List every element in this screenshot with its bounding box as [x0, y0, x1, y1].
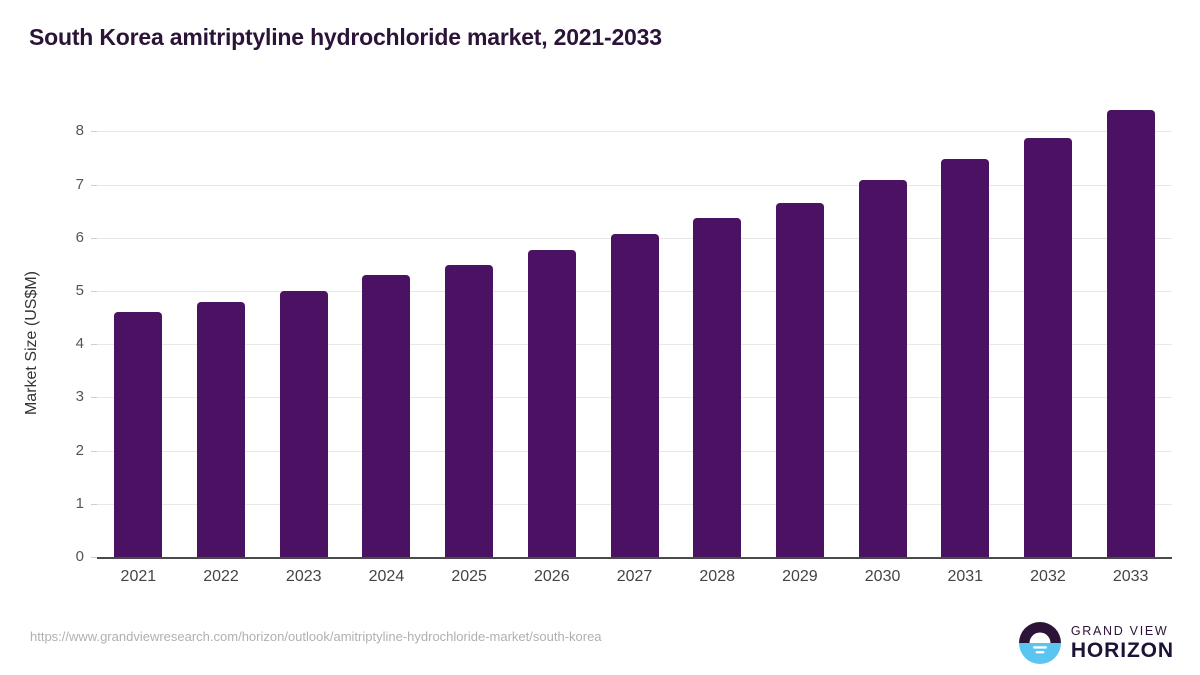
y-axis-tick-mark — [91, 344, 97, 346]
bar-2023[interactable] — [279, 291, 328, 557]
bar-2021[interactable] — [114, 312, 163, 557]
bar-2022[interactable] — [197, 301, 246, 557]
bar-2029[interactable] — [775, 202, 824, 557]
x-axis-tick-label-2026: 2026 — [534, 568, 570, 585]
y-axis-tick-label: 5 — [75, 282, 84, 299]
y-axis-tick-mark — [91, 397, 97, 399]
y-axis-tick-label: 7 — [75, 175, 84, 193]
y-axis-tick-labels: 0 1 2 3 4 5 6 7 8 — [42, 0, 84, 675]
y-axis-tick-label: 6 — [75, 228, 84, 246]
y-axis-tick-label: 4 — [75, 335, 84, 353]
grand-view-horizon-logo[interactable]: GRAND VIEW HORIZON — [1018, 620, 1174, 666]
x-axis-tick-label-2033: 2033 — [1112, 568, 1149, 585]
y-axis-tick-label: 8 — [75, 122, 84, 140]
y-axis-tick-mark — [91, 184, 97, 186]
x-axis-tick-label-2031: 2031 — [947, 568, 984, 585]
gridline — [97, 184, 1172, 186]
y-axis-tick-mark — [91, 131, 97, 133]
bar-2032[interactable] — [1023, 137, 1072, 557]
y-axis-tick-label: 1 — [75, 494, 84, 512]
logo-line-1: GRAND VIEW — [1070, 623, 1169, 638]
x-axis-tick-label-2025: 2025 — [451, 568, 487, 585]
bar-2033[interactable] — [1106, 110, 1155, 557]
x-axis-line — [97, 557, 1172, 559]
bar-2024[interactable] — [362, 275, 411, 557]
x-axis-tick-label-2028: 2028 — [699, 568, 735, 585]
x-axis-tick-label-2024: 2024 — [368, 568, 405, 585]
bar-2027[interactable] — [610, 233, 659, 557]
y-axis-tick-label: 3 — [75, 388, 84, 406]
horizon-mark-icon — [1018, 622, 1061, 664]
logo-line-2: HORIZON — [1070, 639, 1174, 663]
x-axis-tick-label-2032: 2032 — [1030, 568, 1066, 585]
y-axis-tick-mark — [91, 503, 97, 505]
y-axis-tick-label: 0 — [75, 548, 84, 565]
y-axis-tick-label: 2 — [75, 441, 84, 459]
page-title: South Korea amitriptyline hydrochloride … — [29, 24, 662, 50]
gridline — [97, 131, 1172, 133]
x-axis-tick-label-2022: 2022 — [203, 568, 239, 585]
bar-2028[interactable] — [693, 218, 742, 557]
x-axis-tick-label-2027: 2027 — [616, 568, 653, 585]
y-axis-tick-mark — [91, 291, 97, 292]
x-axis-tick-label-2029: 2029 — [782, 568, 818, 585]
logo-wordmark: GRAND VIEW HORIZON — [1071, 625, 1174, 662]
source-url[interactable]: https://www.grandviewresearch.com/horizo… — [30, 629, 602, 644]
bar-2025[interactable] — [445, 265, 494, 557]
bar-2026[interactable] — [527, 249, 576, 557]
y-axis-tick-mark — [91, 237, 97, 239]
bar-2030[interactable] — [858, 180, 907, 557]
y-axis-tick-mark — [91, 557, 97, 558]
y-axis-tick-mark — [91, 450, 97, 452]
x-axis-tick-label-2030: 2030 — [864, 568, 901, 585]
bar-2031[interactable] — [941, 159, 990, 557]
x-axis-tick-label-2023: 2023 — [285, 568, 322, 585]
x-axis-tick-label-2021: 2021 — [120, 568, 157, 585]
